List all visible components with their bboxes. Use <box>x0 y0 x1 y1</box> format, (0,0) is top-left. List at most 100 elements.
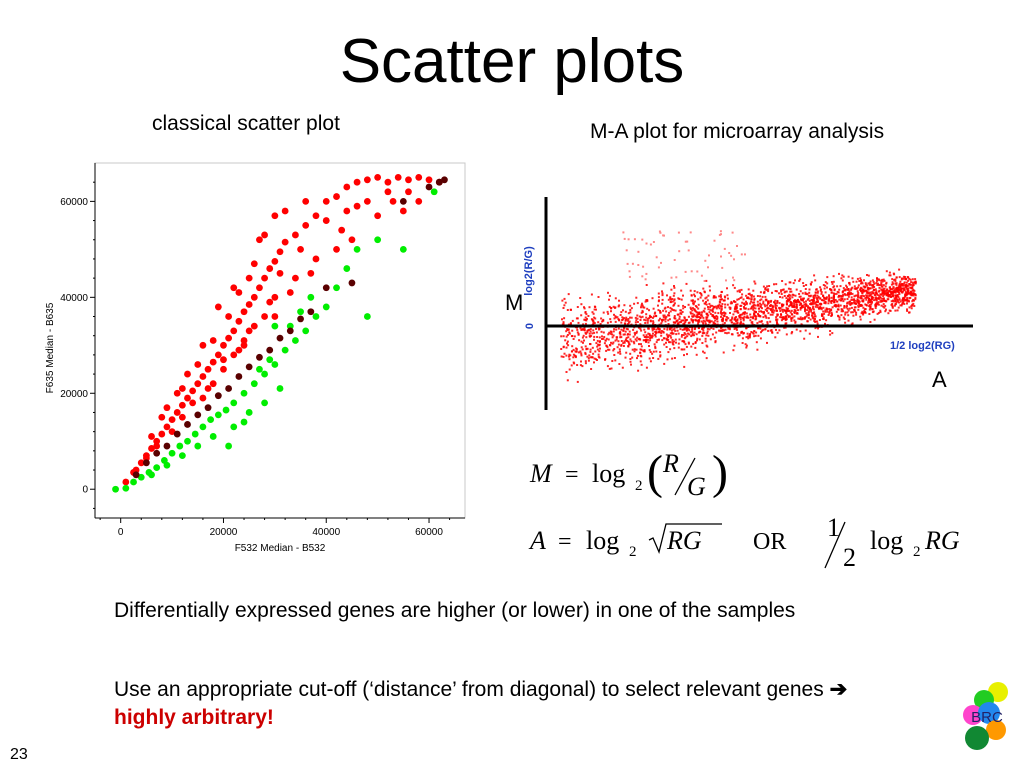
ma-point <box>812 297 815 300</box>
ma-point <box>706 332 709 335</box>
ma-point <box>887 295 890 298</box>
ma-point <box>572 356 575 359</box>
scatter-point <box>363 313 371 320</box>
ma-point <box>562 307 565 309</box>
ma-point <box>844 294 847 297</box>
ma-point <box>838 316 841 319</box>
ma-point <box>624 310 627 313</box>
ma-point <box>909 278 912 281</box>
ma-point <box>682 294 684 297</box>
ma-point <box>632 335 635 338</box>
ma-point <box>584 316 587 319</box>
ma-point <box>894 289 896 292</box>
ma-point <box>648 333 651 335</box>
ma-point <box>782 288 785 291</box>
scatter-point <box>148 433 155 440</box>
scatter-point <box>353 178 361 186</box>
scatter-point <box>173 430 181 438</box>
ma-point <box>673 302 676 305</box>
ma-point <box>742 298 745 301</box>
ma-point <box>799 295 802 298</box>
ma-point <box>864 282 867 285</box>
ma-point <box>695 353 698 356</box>
ma-point <box>698 311 701 314</box>
ma-point <box>769 320 772 323</box>
ma-point <box>896 309 899 312</box>
ma-point <box>811 316 814 319</box>
ma-point <box>785 315 787 318</box>
ma-point <box>789 304 792 307</box>
ma-point <box>850 311 853 314</box>
ma-point <box>690 294 693 297</box>
ma-point <box>584 331 587 334</box>
ma-point <box>824 322 826 325</box>
ma-point <box>640 316 643 319</box>
ma-point <box>634 316 637 319</box>
ma-point <box>824 310 827 313</box>
scatter-point <box>214 351 222 359</box>
ma-point <box>816 294 819 297</box>
ma-point <box>682 319 685 322</box>
ma-point <box>623 341 626 344</box>
ma-point <box>653 315 655 318</box>
ma-point <box>890 300 893 303</box>
ma-point <box>568 355 570 358</box>
ma-point <box>667 334 670 337</box>
ma-point <box>783 309 786 312</box>
ma-point <box>713 239 716 242</box>
ma-point <box>643 318 646 321</box>
ma-point <box>865 291 868 294</box>
ma-point <box>690 318 693 321</box>
ma-point <box>630 363 632 366</box>
ma-point <box>597 296 600 298</box>
ma-point <box>643 328 646 331</box>
scatter-point <box>261 231 268 239</box>
ma-point <box>832 280 835 283</box>
ma-point <box>707 308 710 311</box>
ma-point <box>893 290 896 293</box>
ma-point <box>695 333 698 336</box>
ma-point <box>750 331 753 333</box>
ma-point <box>736 310 739 312</box>
ma-point <box>876 278 879 280</box>
ma-point <box>609 320 612 323</box>
ma-point <box>734 323 737 326</box>
ma-point <box>826 282 829 285</box>
ma-point <box>793 311 796 314</box>
scatter-point <box>163 442 171 450</box>
ma-point <box>570 308 572 311</box>
ma-point <box>759 305 762 308</box>
ma-point <box>652 332 654 335</box>
ma-point <box>652 307 655 310</box>
ma-point <box>727 297 729 300</box>
ma-point <box>729 302 732 305</box>
ma-point <box>712 310 714 313</box>
ma-point <box>706 330 709 333</box>
ma-point <box>586 347 589 350</box>
ma-point <box>914 278 917 281</box>
ma-point <box>903 287 906 290</box>
ma-point <box>790 332 793 335</box>
ma-point <box>698 316 701 318</box>
ma-point <box>610 307 613 310</box>
ma-point <box>764 288 767 291</box>
ma-point <box>802 285 805 287</box>
ma-point <box>854 299 857 302</box>
ma-point <box>744 303 746 306</box>
ma-point <box>898 282 901 285</box>
ma-point <box>824 281 827 284</box>
scatter-point <box>189 387 197 395</box>
ma-point <box>870 292 873 295</box>
ma-point <box>741 293 744 296</box>
ma-point <box>869 307 872 310</box>
ma-point <box>844 321 847 324</box>
ma-point <box>758 307 761 310</box>
ma-point <box>723 311 726 314</box>
ma-point <box>614 320 617 323</box>
ma-point <box>623 327 626 330</box>
ma-point <box>705 334 708 337</box>
ma-point <box>875 290 878 293</box>
ma-point <box>691 309 694 312</box>
ma-point <box>761 295 764 298</box>
ma-point <box>674 338 677 341</box>
